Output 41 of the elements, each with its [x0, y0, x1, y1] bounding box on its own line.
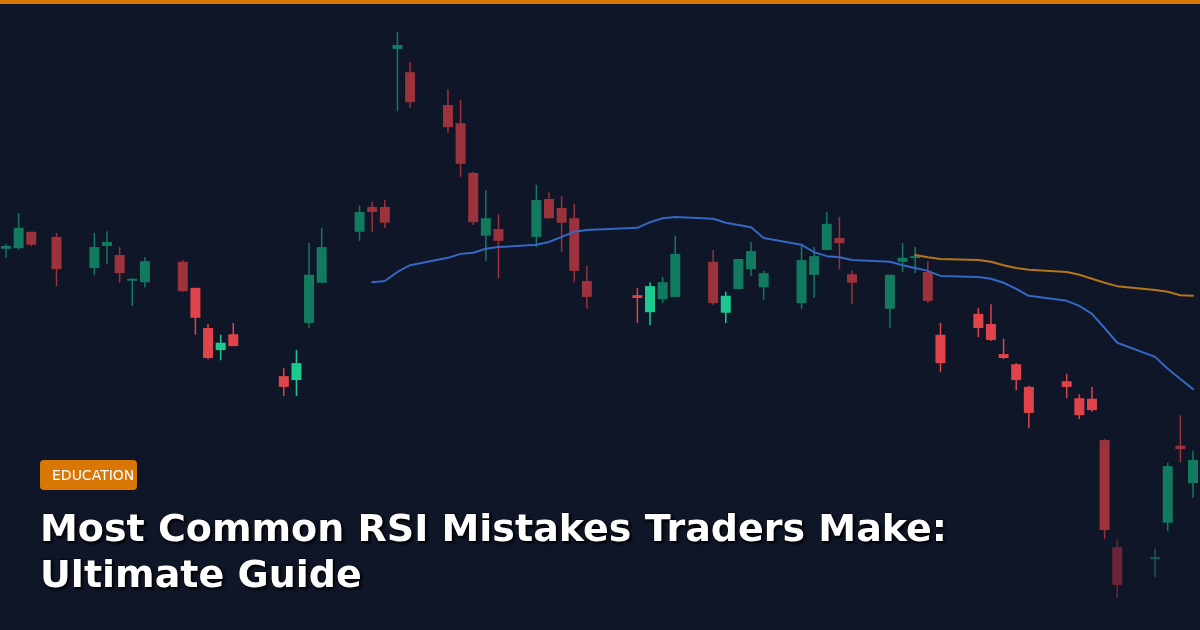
candlestick: [720, 291, 731, 324]
candlestick: [985, 303, 996, 342]
candlestick: [910, 246, 921, 274]
candlestick: [1061, 373, 1072, 399]
candlestick: [291, 349, 302, 397]
candlestick: [847, 270, 858, 305]
candlestick: [556, 195, 567, 253]
candlestick: [442, 88, 453, 134]
candlestick: [746, 241, 757, 277]
candlestick: [379, 199, 390, 229]
candlestick: [89, 232, 100, 276]
text: Most Common RSI Mistakes Traders Make: Ultimate Guide: [40, 506, 948, 596]
candlestick: [139, 256, 150, 289]
candlestick: [1, 243, 11, 259]
candlestick: [1086, 386, 1097, 413]
candlestick: [1074, 393, 1085, 420]
candlestick: [480, 189, 491, 262]
candlestick: [632, 287, 643, 324]
candlestick: [581, 265, 592, 310]
candlestick: [657, 276, 668, 304]
candlestick: [127, 277, 138, 307]
candlestick: [367, 201, 378, 233]
candlestick: [215, 334, 226, 362]
candlestick: [973, 307, 984, 338]
candlestick: [13, 212, 24, 251]
candlestick: [758, 270, 769, 301]
candlestick: [1011, 362, 1022, 392]
candlestick: [493, 213, 504, 279]
candlestick: [897, 242, 908, 273]
candlestick: [278, 367, 289, 397]
candlestick: [809, 246, 820, 299]
candlestick: [1150, 548, 1161, 578]
candlestick: [998, 338, 1009, 360]
annotation: EDUCATION: [52, 467, 135, 483]
candlestick: [114, 246, 125, 284]
candlestick: [834, 216, 845, 270]
candlestick: [354, 205, 365, 242]
candlestick: [543, 191, 554, 220]
candlestick: [1188, 450, 1198, 499]
candlestick: [102, 230, 113, 265]
candlestick: [392, 31, 403, 112]
